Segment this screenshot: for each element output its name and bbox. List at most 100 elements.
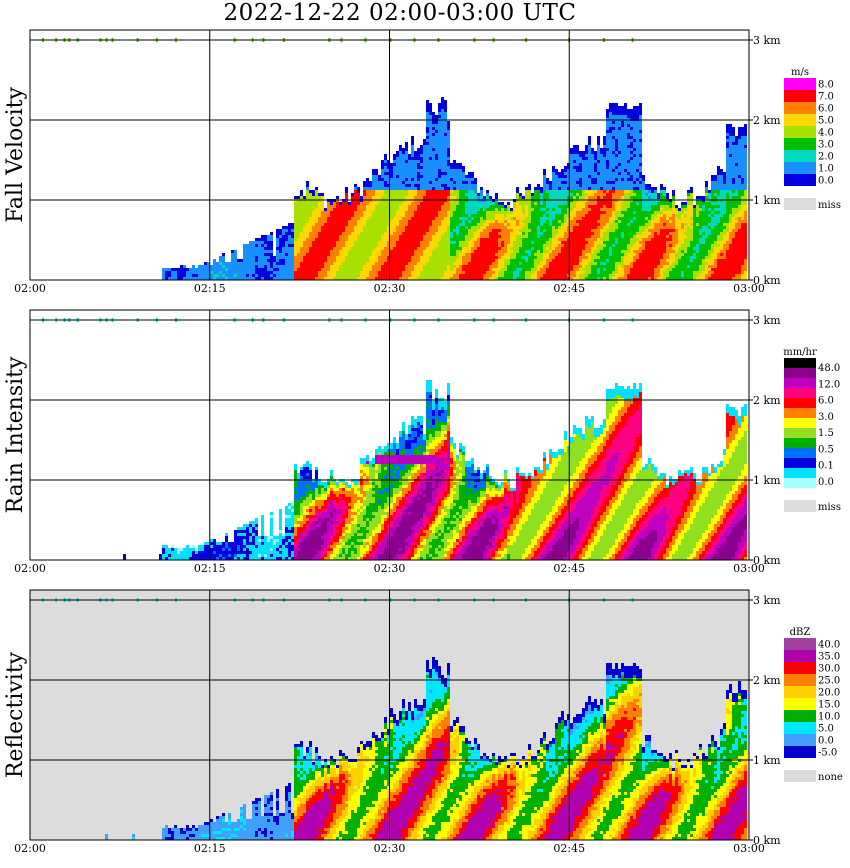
echo-cell — [444, 247, 447, 250]
echo-cell — [639, 193, 642, 196]
echo-cell — [609, 148, 612, 151]
echo-cell — [486, 208, 489, 211]
echo-cell — [603, 220, 606, 223]
echo-cell — [489, 223, 492, 226]
echo-cell — [402, 190, 405, 193]
echo-cell — [330, 277, 333, 280]
echo-cell — [501, 250, 504, 253]
echo-cell — [279, 274, 282, 277]
echo-cell — [519, 202, 522, 205]
echo-cell — [426, 262, 429, 265]
echo-cell — [345, 235, 348, 238]
echo-cell — [378, 193, 381, 196]
echo-cell — [294, 211, 297, 214]
echo-cell — [474, 184, 477, 187]
echo-cell — [450, 187, 453, 190]
echo-cell — [534, 187, 537, 190]
echo-cell — [327, 256, 330, 259]
echo-cell — [294, 196, 297, 199]
echo-cell — [489, 259, 492, 262]
echo-cell — [648, 277, 651, 280]
echo-cell — [432, 241, 435, 244]
echo-cell — [393, 223, 396, 226]
echo-cell — [627, 241, 630, 244]
echo-cell — [483, 205, 486, 208]
echo-cell — [432, 277, 435, 280]
echo-cell — [465, 229, 468, 232]
echo-cell — [420, 169, 423, 172]
echo-cell — [321, 223, 324, 226]
echo-cell — [375, 235, 378, 238]
echo-cell — [621, 193, 624, 196]
echo-cell — [435, 217, 438, 220]
echo-cell — [441, 139, 444, 142]
echo-cell — [609, 172, 612, 175]
echo-cell — [603, 193, 606, 196]
echo-cell — [429, 238, 432, 241]
echo-cell — [492, 265, 495, 268]
echo-cell — [600, 205, 603, 208]
echo-cell — [564, 202, 567, 205]
echo-cell — [342, 241, 345, 244]
echo-cell — [306, 181, 309, 184]
echo-cell — [378, 241, 381, 244]
echo-cell — [438, 157, 441, 160]
echo-cell — [351, 277, 354, 280]
echo-cell — [483, 223, 486, 226]
echo-cell — [642, 229, 645, 232]
echo-cell — [339, 271, 342, 274]
echo-cell — [630, 160, 633, 163]
echo-cell — [441, 148, 444, 151]
echo-cell — [339, 202, 342, 205]
echo-cell — [357, 250, 360, 253]
echo-cell — [540, 253, 543, 256]
echo-cell — [642, 253, 645, 256]
echo-cell — [627, 217, 630, 220]
echo-cell — [606, 112, 609, 115]
echo-cell — [516, 220, 519, 223]
echo-cell — [645, 202, 648, 205]
echo-cell — [582, 265, 585, 268]
echo-cell — [495, 259, 498, 262]
echo-cell — [372, 268, 375, 271]
echo-cell — [447, 256, 450, 259]
echo-cell — [411, 151, 414, 154]
echo-cell — [282, 235, 285, 238]
echo-cell — [363, 229, 366, 232]
echo-cell — [597, 187, 600, 190]
echo-cell — [312, 253, 315, 256]
echo-cell — [612, 232, 615, 235]
echo-cell — [249, 244, 252, 247]
echo-cell — [564, 175, 567, 178]
echo-cell — [582, 238, 585, 241]
echo-cell — [345, 217, 348, 220]
echo-cell — [333, 259, 336, 262]
echo-cell — [339, 268, 342, 271]
echo-cell — [363, 232, 366, 235]
echo-cell — [648, 274, 651, 277]
echo-cell — [324, 247, 327, 250]
echo-cell — [546, 247, 549, 250]
echo-cell — [567, 163, 570, 166]
echo-cell — [354, 232, 357, 235]
echo-cell — [375, 208, 378, 211]
echo-cell — [615, 208, 618, 211]
echo-cell — [363, 196, 366, 199]
echo-cell — [387, 205, 390, 208]
echo-cell — [411, 175, 414, 178]
echo-cell — [609, 247, 612, 250]
echo-cell — [312, 193, 315, 196]
echo-cell — [492, 274, 495, 277]
echo-cell — [456, 265, 459, 268]
echo-cell — [615, 115, 618, 118]
echo-cell — [438, 136, 441, 139]
echo-cell — [384, 214, 387, 217]
echo-cell — [330, 214, 333, 217]
echo-cell — [396, 220, 399, 223]
echo-cell — [462, 193, 465, 196]
echo-cell — [441, 160, 444, 163]
echo-cell — [564, 244, 567, 247]
echo-cell — [438, 214, 441, 217]
echo-cell — [606, 151, 609, 154]
echo-cell — [402, 265, 405, 268]
